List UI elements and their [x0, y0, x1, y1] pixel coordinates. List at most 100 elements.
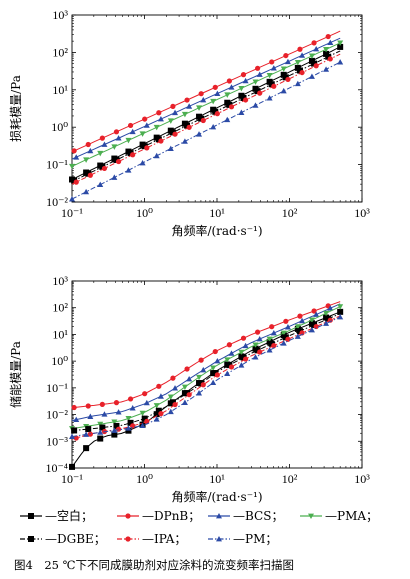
legend-label: —DPnB；: [142, 509, 200, 523]
series-line: [71, 306, 341, 429]
data-point: [167, 394, 174, 400]
data-point: [127, 396, 134, 402]
data-point: [69, 433, 75, 439]
series-DPnB: [71, 301, 341, 411]
data-point: [228, 84, 235, 90]
data-point: [97, 435, 104, 442]
data-point: [337, 40, 344, 46]
series-IPA: [71, 315, 341, 441]
legend-item: —空白；: [20, 508, 93, 523]
data-point: [153, 411, 160, 418]
data-point: [142, 391, 148, 397]
data-point: [266, 95, 273, 101]
series-PM: [69, 59, 344, 202]
data-point: [99, 424, 106, 431]
y-tick-label: 10²: [52, 45, 68, 59]
data-point: [296, 328, 303, 335]
y-axis-label: 储能模量/Pa: [8, 341, 23, 408]
data-point: [186, 392, 192, 398]
data-point: [299, 317, 306, 324]
data-point: [125, 415, 132, 422]
data-point: [83, 445, 90, 452]
data-point: [266, 347, 273, 353]
data-point: [257, 90, 263, 96]
data-point: [323, 66, 330, 72]
data-point: [238, 362, 245, 368]
data-point: [153, 124, 160, 131]
legend-marker: [28, 536, 34, 542]
data-point: [97, 181, 104, 188]
data-point: [323, 320, 330, 326]
data-point: [113, 400, 120, 406]
series-DGBE: [71, 50, 341, 184]
legend-item: —DGBE；: [20, 532, 106, 546]
data-point: [285, 76, 291, 83]
data-point: [271, 343, 277, 349]
data-point: [69, 163, 75, 170]
data-point: [157, 116, 164, 122]
data-point: [325, 33, 331, 40]
series-PMA: [69, 304, 344, 432]
data-point: [125, 425, 132, 431]
data-point: [337, 43, 344, 50]
data-point: [101, 141, 108, 147]
data-point: [143, 399, 150, 406]
x-tick-label: 10⁰: [136, 206, 153, 220]
data-point: [101, 411, 108, 417]
legend-label: —PM；: [233, 532, 277, 546]
data-point: [181, 384, 188, 391]
data-point: [99, 163, 106, 170]
data-point: [224, 92, 231, 98]
data-point: [308, 317, 315, 323]
data-point: [130, 423, 136, 429]
data-point: [284, 58, 291, 65]
data-point: [130, 152, 136, 158]
data-point: [141, 415, 148, 422]
legend-label: —DGBE；: [45, 532, 106, 546]
legend-marker: [28, 513, 34, 519]
data-point: [153, 416, 160, 422]
data-point: [115, 158, 122, 165]
data-point: [115, 135, 122, 141]
y-tick-label: 10⁰: [51, 120, 68, 134]
data-point: [172, 131, 178, 137]
data-point: [240, 95, 247, 102]
x-tick-label: 10³: [354, 472, 370, 486]
data-point: [299, 69, 305, 76]
data-point: [172, 109, 179, 116]
data-point: [240, 335, 247, 341]
data-point: [71, 148, 77, 154]
data-point: [125, 167, 132, 173]
data-point: [311, 321, 318, 328]
data-point: [266, 72, 273, 79]
data-point: [210, 123, 217, 130]
data-point: [153, 152, 160, 159]
data-point: [311, 308, 317, 314]
data-point: [71, 427, 78, 434]
data-point: [337, 304, 344, 310]
x-tick-label: 10⁻¹: [61, 206, 83, 220]
data-point: [111, 144, 118, 150]
data-point: [280, 87, 287, 94]
data-point: [167, 145, 174, 151]
data-point: [69, 463, 75, 470]
data-point: [313, 311, 320, 317]
data-point: [308, 73, 315, 79]
data-point: [270, 330, 277, 336]
y-tick-label: 10⁻¹: [46, 381, 68, 395]
data-point: [85, 403, 91, 409]
data-point: [308, 53, 315, 59]
data-point: [184, 390, 191, 397]
data-point: [228, 364, 235, 370]
data-point: [214, 372, 220, 378]
x-tick-label: 10²: [282, 472, 298, 486]
data-point: [196, 390, 203, 396]
y-tick-label: 10⁻²: [46, 195, 68, 209]
data-point: [141, 143, 148, 150]
data-point: [283, 318, 289, 324]
y-axis-label: 损耗模量/Pa: [9, 75, 23, 142]
y-tick-label: 10¹: [52, 83, 68, 97]
x-tick-label: 10⁰: [136, 472, 153, 486]
data-point: [99, 401, 105, 407]
